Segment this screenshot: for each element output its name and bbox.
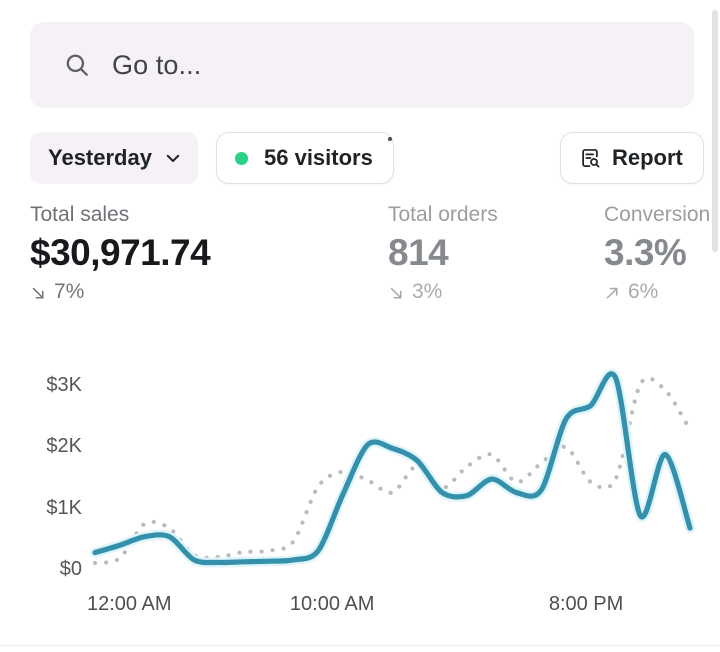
metric-total-orders[interactable]: Total orders 814 3%: [388, 203, 498, 304]
metric-conversion[interactable]: Conversion 3.3% 6%: [604, 203, 710, 304]
date-range-label: Yesterday: [48, 145, 152, 170]
chart-y-axis: $3K $2K $1K $0: [0, 355, 82, 595]
metric-delta-value: 6%: [628, 280, 659, 303]
chart-plot-area: [90, 369, 695, 568]
arrow-up-right-icon: [604, 284, 621, 301]
live-status-dot-icon: [235, 151, 248, 165]
search-bar[interactable]: Go to...: [30, 22, 694, 108]
page-scrollbar[interactable]: [710, 0, 720, 652]
metric-value: 3.3%: [604, 232, 687, 273]
metric-value: 814: [388, 232, 449, 273]
main-series-line: [92, 371, 693, 566]
arrow-down-right-icon: [30, 284, 47, 301]
main-series-glow: [90, 369, 695, 568]
filters-row: Yesterday 56 visitors Report: [30, 132, 704, 186]
chevron-down-icon: [164, 149, 182, 167]
compare-series-line: [92, 376, 693, 566]
scrollbar-thumb[interactable]: [712, 10, 718, 252]
metric-delta: 7%: [30, 280, 210, 304]
metric-title: Total sales: [30, 203, 130, 226]
bottom-divider: [0, 645, 720, 646]
x-axis-tick: 10:00 AM: [289, 593, 375, 615]
y-axis-tick: $3K: [46, 374, 82, 397]
arrow-down-right-icon: [388, 284, 405, 301]
metrics-row: Total sales $30,971.74 7% Total orders 8…: [30, 203, 720, 323]
x-axis-tick: 8:00 PM: [548, 593, 624, 615]
metric-delta-value: 7%: [54, 280, 85, 303]
report-search-icon: [579, 147, 601, 169]
y-axis-tick: $2K: [46, 435, 82, 458]
metric-title: Conversion: [604, 203, 711, 226]
live-visitors-label: 56 visitors: [264, 145, 373, 170]
search-icon: [64, 52, 90, 78]
report-button[interactable]: Report: [560, 132, 704, 184]
date-range-selector[interactable]: Yesterday: [30, 132, 198, 184]
live-visitors-button[interactable]: 56 visitors: [216, 132, 394, 184]
y-axis-tick: $1K: [46, 496, 82, 519]
search-input-placeholder[interactable]: Go to...: [112, 49, 202, 80]
metric-delta: 3%: [388, 280, 498, 304]
metric-delta: 6%: [604, 280, 710, 304]
sales-chart[interactable]: $3K $2K $1K $0 12:00 AM 10:00 AM 8:00 PM: [0, 355, 720, 625]
notification-dot-icon: [388, 137, 392, 141]
y-axis-tick: $0: [59, 558, 82, 580]
metric-value: $30,971.74: [30, 232, 211, 273]
metric-total-sales[interactable]: Total sales $30,971.74 7%: [30, 203, 211, 304]
metric-title: Total orders: [388, 203, 498, 226]
x-axis-tick: 12:00 AM: [87, 593, 172, 615]
metric-delta-value: 3%: [412, 280, 443, 303]
report-button-label: Report: [612, 145, 683, 170]
